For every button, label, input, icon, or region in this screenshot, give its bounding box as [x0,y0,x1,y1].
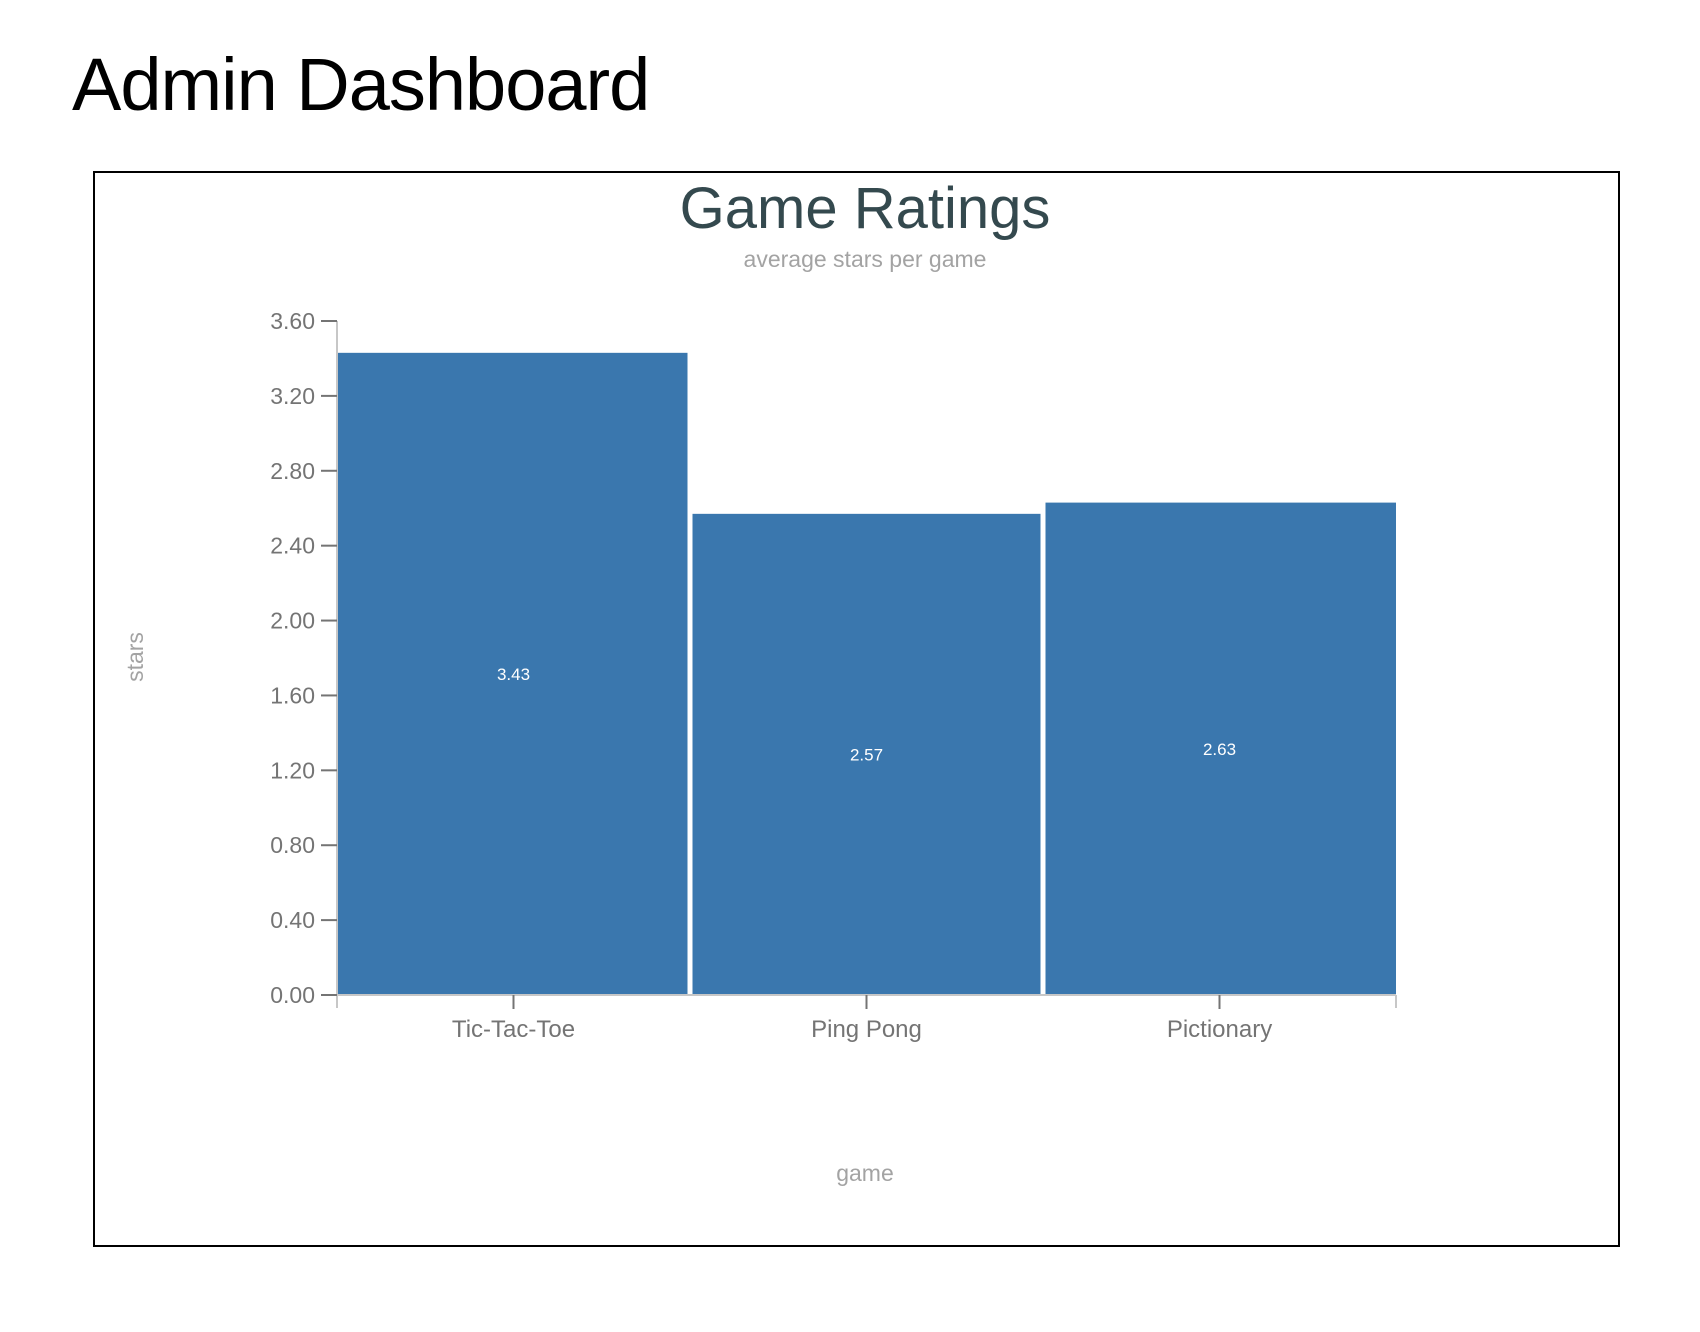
y-tick-label: 1.20 [270,757,315,783]
bar-pictionary [1045,502,1396,995]
y-axis-label: stars [122,632,148,682]
y-tick-label: 2.40 [270,533,315,559]
game-ratings-chart: Game Ratings average stars per game star… [122,176,1397,1186]
y-tick-label: 0.80 [270,832,315,858]
bar-value-label: 2.57 [850,745,883,764]
bar-ping-pong [692,513,1041,995]
y-tick-label: 2.80 [270,458,315,484]
x-tick-label: Tic-Tac-Toe [452,1016,575,1043]
chart-title: Game Ratings [680,176,1051,241]
bar-tic-tac-toe [337,352,688,995]
y-tick-label: 2.00 [270,608,315,634]
y-tick-label: 1.60 [270,682,315,708]
bar-value-label: 2.63 [1203,740,1236,759]
y-tick-label: 3.60 [270,308,315,334]
y-tick-label: 0.40 [270,907,315,933]
y-tick-label: 3.20 [270,383,315,409]
y-tick-label: 0.00 [270,982,315,1008]
bars-layer: 3.43 2.57 2.63 [337,352,1396,995]
x-tick-label: Pictionary [1167,1016,1272,1043]
x-tick-label: Ping Pong [811,1016,922,1043]
bar-value-label: 3.43 [497,665,530,684]
page-title: Admin Dashboard [72,43,650,126]
chart-card: Game Ratings average stars per game star… [93,171,1620,1247]
chart-subtitle: average stars per game [744,246,987,272]
x-axis-label: game [836,1160,894,1186]
axes-layer: 0.00 0.40 0.80 1.20 1.60 2.00 2.40 2.80 3.20 3.60… [270,308,1397,1043]
